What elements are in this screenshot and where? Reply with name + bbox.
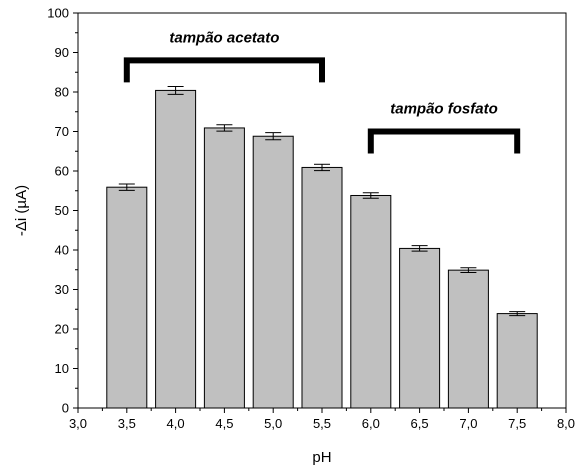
bar: [253, 136, 293, 408]
annotation-label: tampão acetato: [169, 29, 279, 46]
x-tick-label: 7,0: [459, 416, 477, 431]
y-tick-label: 50: [55, 203, 69, 218]
bar: [204, 128, 244, 408]
y-tick-label: 60: [55, 164, 69, 179]
y-tick-label: 10: [55, 361, 69, 376]
bar: [400, 248, 440, 408]
bar: [302, 167, 342, 408]
y-tick-label: 70: [55, 124, 69, 139]
bar: [107, 187, 147, 408]
bar: [448, 270, 488, 408]
x-tick-label: 8,0: [557, 416, 575, 431]
x-axis-title: pH: [312, 449, 331, 466]
x-tick-label: 7,5: [508, 416, 526, 431]
x-tick-label: 4,0: [167, 416, 185, 431]
x-tick-label: 6,5: [411, 416, 429, 431]
y-tick-label: 100: [47, 6, 69, 21]
bar: [497, 314, 537, 408]
y-tick-label: 90: [55, 45, 69, 60]
y-tick-label: 40: [55, 243, 69, 258]
y-tick-label: 20: [55, 322, 69, 337]
bracket: [127, 60, 322, 82]
x-tick-label: 3,0: [69, 416, 87, 431]
x-tick-label: 5,0: [264, 416, 282, 431]
bar: [351, 195, 391, 408]
bar: [156, 90, 196, 408]
x-tick-label: 3,5: [118, 416, 136, 431]
bars-layer: [107, 90, 537, 408]
x-tick-label: 5,5: [313, 416, 331, 431]
y-axis-title: -Δi (µA): [13, 185, 30, 236]
annotation-label: tampão fosfato: [390, 101, 498, 118]
x-tick-label: 6,0: [362, 416, 380, 431]
y-tick-label: 80: [55, 85, 69, 100]
x-tick-label: 4,5: [215, 416, 233, 431]
y-tick-label: 30: [55, 282, 69, 297]
y-tick-label: 0: [62, 401, 69, 416]
bracket: [371, 132, 517, 154]
